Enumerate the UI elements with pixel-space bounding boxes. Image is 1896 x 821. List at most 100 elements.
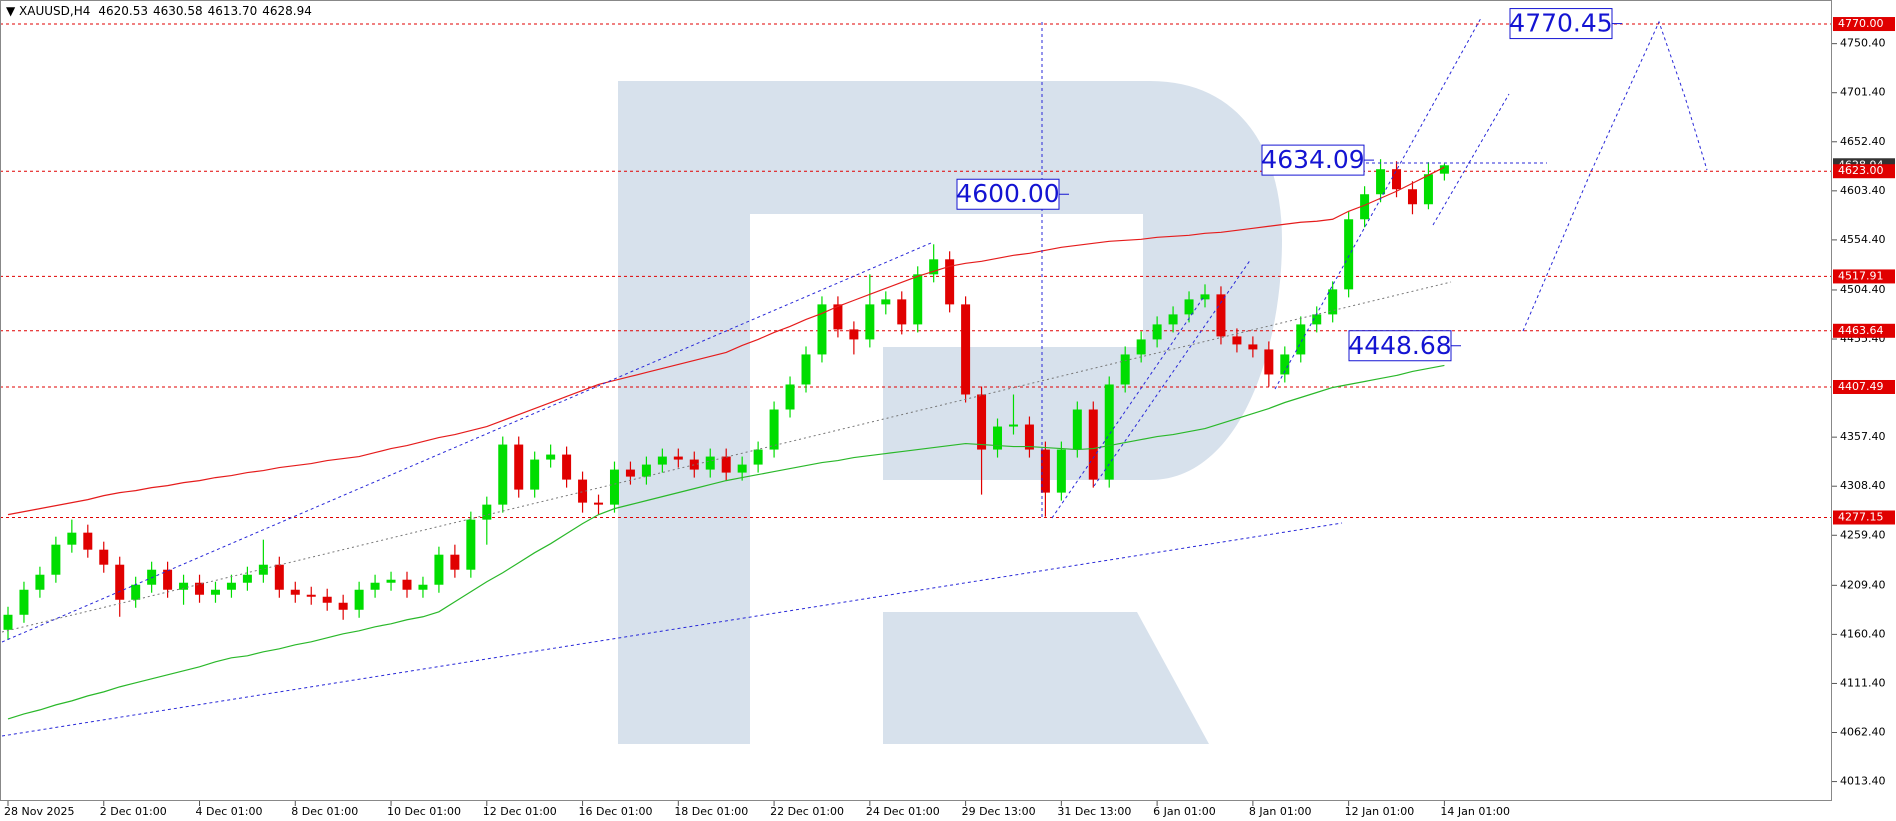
candle-body bbox=[115, 564, 125, 600]
candle-body bbox=[1376, 169, 1386, 195]
candle-body bbox=[1392, 169, 1402, 190]
candle-body bbox=[210, 589, 220, 595]
y-tick-label: 4504.40 bbox=[1840, 283, 1886, 296]
candle-body bbox=[945, 259, 955, 305]
candle-body bbox=[737, 464, 747, 473]
moving-average bbox=[7, 166, 1445, 516]
trend-line bbox=[1051, 297, 1204, 519]
candle-body bbox=[609, 469, 619, 505]
x-tick-label: 8 Jan 01:00 bbox=[1249, 805, 1312, 818]
y-tick-label: 4701.40 bbox=[1840, 86, 1886, 99]
annotation-box bbox=[1261, 144, 1365, 176]
candle-body bbox=[1423, 174, 1433, 205]
annotation-box bbox=[1348, 330, 1452, 362]
candle-body bbox=[1088, 409, 1098, 480]
candle-body bbox=[897, 299, 907, 325]
x-tick-label: 29 Dec 13:00 bbox=[962, 805, 1036, 818]
x-tick-label: 12 Jan 01:00 bbox=[1345, 805, 1415, 818]
candle-body bbox=[578, 479, 588, 503]
candle-body bbox=[961, 304, 971, 395]
candle-body bbox=[163, 569, 173, 590]
x-tick-label: 14 Jan 01:00 bbox=[1440, 805, 1510, 818]
candle-body bbox=[1136, 339, 1146, 355]
x-tick-label: 24 Dec 01:00 bbox=[866, 805, 940, 818]
candle-body bbox=[195, 582, 205, 595]
level-box bbox=[1833, 269, 1895, 284]
candle-body bbox=[242, 574, 252, 583]
candle-body bbox=[625, 469, 635, 477]
candle-body bbox=[3, 614, 13, 630]
candle-body bbox=[1407, 189, 1417, 205]
watermark-leg bbox=[883, 612, 1209, 744]
candle-body bbox=[67, 532, 77, 545]
y-tick-label: 4111.40 bbox=[1840, 676, 1886, 689]
trend-line bbox=[1, 242, 932, 643]
trend-line bbox=[1432, 93, 1510, 226]
level-label: 4407.49 bbox=[1838, 380, 1884, 393]
level-box bbox=[1833, 510, 1895, 525]
level-label: 4277.15 bbox=[1838, 510, 1884, 523]
plot-frame bbox=[0, 0, 1832, 801]
y-tick-label: 4554.40 bbox=[1840, 233, 1886, 246]
candle-body bbox=[1008, 424, 1018, 427]
candle-body bbox=[769, 409, 779, 450]
annotation-box bbox=[1509, 8, 1613, 40]
candle-body bbox=[993, 426, 1003, 450]
trend-line bbox=[1093, 258, 1252, 487]
candle-body bbox=[705, 456, 715, 470]
candle-body bbox=[99, 549, 109, 565]
x-tick-label: 4 Dec 01:00 bbox=[196, 805, 263, 818]
high-value: 4630.58 bbox=[153, 4, 203, 18]
candle-body bbox=[1312, 314, 1322, 325]
candle-body bbox=[274, 564, 284, 590]
y-tick-label: 4750.40 bbox=[1840, 37, 1886, 50]
annotation-label: 4634.09 bbox=[1261, 145, 1364, 174]
watermark-bowl bbox=[750, 81, 1282, 480]
candle-body bbox=[1184, 299, 1194, 315]
annotation-label: 4770.45 bbox=[1509, 9, 1612, 38]
candle-body bbox=[306, 594, 316, 597]
candle-body bbox=[1296, 324, 1306, 355]
level-box bbox=[1833, 379, 1895, 394]
candle-body bbox=[258, 564, 268, 575]
candle-body bbox=[801, 354, 811, 385]
candle-body bbox=[370, 582, 380, 590]
candle-body bbox=[1344, 219, 1354, 290]
candle-body bbox=[226, 582, 236, 590]
candle-body bbox=[833, 304, 843, 330]
candle-body bbox=[594, 502, 604, 505]
candle-body bbox=[641, 464, 651, 477]
level-box bbox=[1833, 164, 1895, 179]
y-tick-label: 4160.40 bbox=[1840, 627, 1886, 640]
level-label: 4517.91 bbox=[1838, 269, 1884, 282]
x-tick-label: 22 Dec 01:00 bbox=[770, 805, 844, 818]
watermark bbox=[618, 81, 1282, 744]
candle-body bbox=[1200, 294, 1210, 300]
candle-body bbox=[849, 329, 859, 340]
candle-body bbox=[913, 274, 923, 325]
candle-body bbox=[1056, 449, 1066, 493]
candle-body bbox=[19, 589, 29, 615]
x-tick-label: 6 Jan 01:00 bbox=[1153, 805, 1216, 818]
symbol: XAUUSD,H4 bbox=[19, 4, 90, 18]
candle-body bbox=[1280, 354, 1290, 375]
candle-body bbox=[514, 444, 524, 490]
candle-body bbox=[83, 532, 93, 550]
candle-body bbox=[418, 584, 428, 590]
candle-body bbox=[1072, 409, 1082, 450]
candle-body bbox=[753, 449, 763, 465]
level-box bbox=[1833, 17, 1895, 32]
candle-body bbox=[1168, 314, 1178, 325]
x-tick-label: 2 Dec 01:00 bbox=[100, 805, 167, 818]
candle-body bbox=[977, 394, 987, 450]
candle-body bbox=[721, 456, 731, 473]
candle-body bbox=[1104, 384, 1114, 480]
candle-body bbox=[179, 582, 189, 590]
candle-body bbox=[1216, 294, 1226, 337]
candle-body bbox=[51, 544, 61, 575]
candle-body bbox=[466, 519, 476, 570]
candle-body bbox=[881, 299, 891, 305]
candle-body bbox=[434, 554, 444, 585]
y-tick-label: 4603.40 bbox=[1840, 184, 1886, 197]
